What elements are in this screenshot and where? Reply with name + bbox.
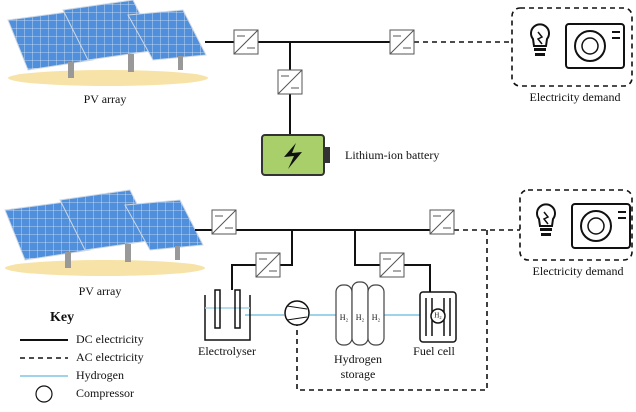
hydrogen-tanks [335, 281, 385, 346]
demand-icons [536, 203, 631, 249]
tank-label: H₂ [340, 313, 349, 322]
electrolyser-label: Electrolyser [198, 344, 256, 358]
compressor-lines [286, 305, 308, 321]
pv-label: PV array [79, 284, 122, 298]
fuel-cell-symbol: H₂ [434, 312, 442, 320]
pv-array-icon [4, 189, 206, 277]
key-compressor [35, 385, 53, 403]
key-item: Hydrogen [76, 368, 124, 382]
key-item: AC electricity [76, 350, 144, 364]
tank-label: H₂ [356, 313, 365, 322]
battery-label: Lithium-ion battery [345, 148, 439, 162]
converter [277, 69, 303, 95]
electrolyser [204, 289, 251, 341]
converter [255, 252, 281, 278]
fuel-cell [419, 291, 457, 343]
storage-label: storage [341, 367, 376, 381]
key-item: DC electricity [76, 332, 144, 346]
tank-label: H₂ [372, 313, 381, 322]
ac-line [296, 229, 520, 391]
converter [429, 209, 455, 235]
demand-label: Electricity demand [533, 264, 624, 278]
key-item: Compressor [76, 386, 134, 400]
key-title: Key [50, 310, 74, 325]
battery [261, 134, 330, 176]
converter [233, 29, 259, 55]
demand-icons [530, 23, 625, 69]
converter [379, 252, 405, 278]
demand-box [511, 7, 633, 87]
demand-label: Electricity demand [530, 90, 621, 104]
pv-array-icon [7, 0, 209, 87]
converter [389, 29, 415, 55]
pv-label: PV array [84, 92, 127, 106]
compressor [284, 300, 310, 326]
fuel-cell-label: Fuel cell [413, 344, 455, 358]
converter [211, 209, 237, 235]
storage-label: Hydrogen [334, 352, 382, 366]
demand-box [519, 189, 633, 261]
